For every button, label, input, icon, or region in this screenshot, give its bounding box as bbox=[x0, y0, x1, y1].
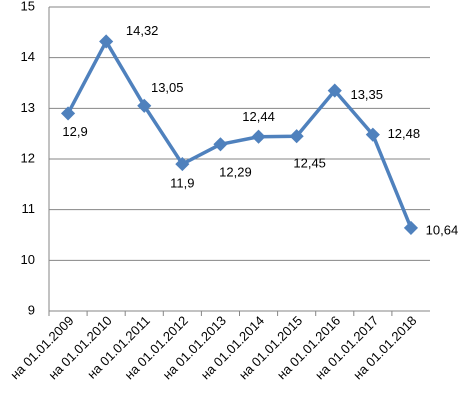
data-label: 12,9 bbox=[62, 124, 87, 139]
y-tick-label: 14 bbox=[21, 49, 35, 64]
data-label: 12,45 bbox=[293, 156, 326, 171]
data-label: 11,9 bbox=[170, 176, 194, 191]
data-label: 13,05 bbox=[151, 80, 184, 95]
data-label: 12,29 bbox=[219, 165, 252, 180]
data-label: 10,64 bbox=[426, 222, 459, 237]
data-line bbox=[66, 39, 413, 229]
data-point bbox=[289, 129, 304, 144]
y-tick-label: 12 bbox=[21, 150, 35, 165]
data-point bbox=[175, 156, 190, 172]
data-point bbox=[251, 129, 266, 144]
data-point bbox=[60, 106, 76, 121]
data-label: 12,48 bbox=[388, 126, 421, 141]
y-tick-label: 13 bbox=[21, 100, 35, 115]
data-label: 12,44 bbox=[242, 109, 275, 124]
data-point bbox=[365, 127, 380, 142]
y-tick-label: 15 bbox=[21, 0, 35, 13]
data-label: 13,35 bbox=[350, 87, 383, 102]
data-label: 14,32 bbox=[126, 23, 159, 38]
y-tick-label: 10 bbox=[21, 252, 35, 267]
y-tick-label: 11 bbox=[22, 201, 36, 216]
data-point bbox=[403, 220, 419, 235]
data-point bbox=[213, 137, 228, 152]
y-tick-label: 9 bbox=[28, 302, 35, 317]
data-point bbox=[327, 83, 342, 98]
